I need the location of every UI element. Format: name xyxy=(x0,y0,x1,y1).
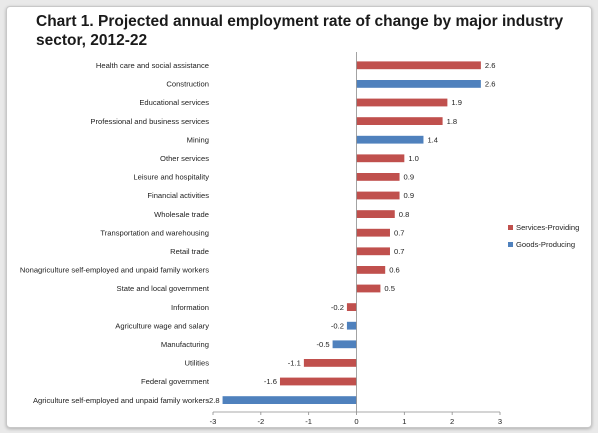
value-label-manufacturing: -0.5 xyxy=(316,340,329,349)
category-label-state-and-local-government: State and local government xyxy=(117,284,210,293)
value-label-professional-and-business-services: 1.8 xyxy=(447,117,458,126)
value-label-utilities: -1.1 xyxy=(288,359,301,368)
value-label-information: -0.2 xyxy=(331,303,344,312)
chart-frame xyxy=(6,6,592,428)
bar-federal-government xyxy=(279,377,357,386)
bar-nonagriculture-self-employed-and-unpaid-family-workers xyxy=(356,266,386,274)
bar-manufacturing xyxy=(332,340,357,349)
x-tick-label-5: 2 xyxy=(450,417,454,426)
bar-transportation-and-warehousing xyxy=(356,228,390,237)
bar-educational-services xyxy=(356,98,448,107)
value-labels-layer: 2.6 2.6 1.9 1.8 1.4 1.0 0.9 0.9 0.8 0.7 0.7 0.6 0.5 -… xyxy=(206,61,495,405)
x-tick-label-2: -1 xyxy=(305,417,312,426)
legend-swatch-services-providing xyxy=(508,225,513,230)
value-label-federal-government: -1.6 xyxy=(264,377,277,386)
value-label-mining: 1.4 xyxy=(427,135,438,144)
category-label-information: Information xyxy=(171,303,209,312)
category-label-agriculture-self-employed-and-unpaid-family-workers: Agriculture self-employed and unpaid fam… xyxy=(33,396,209,405)
bar-utilities xyxy=(303,359,357,367)
x-tick-label-1: -2 xyxy=(257,417,264,426)
value-label-financial-activities: 0.9 xyxy=(404,191,415,200)
legend-label-services-providing: Services-Providing xyxy=(516,223,579,232)
bar-agriculture-self-employed-and-unpaid-family-workers xyxy=(222,396,357,404)
category-label-wholesale-trade: Wholesale trade xyxy=(154,210,209,219)
bar-wholesale-trade xyxy=(356,210,395,218)
value-label-nonagriculture-self-employed-and-unpaid-family-workers: 0.6 xyxy=(389,266,400,275)
legend-swatch-goods-producing xyxy=(508,242,513,247)
x-tick-label-4: 1 xyxy=(402,417,406,426)
value-label-leisure-and-hospitality: 0.9 xyxy=(404,173,415,182)
bar-construction xyxy=(356,80,481,88)
category-label-agriculture-wage-and-salary: Agriculture wage and salary xyxy=(115,321,209,330)
bar-financial-activities xyxy=(356,191,400,200)
bar-agriculture-wage-and-salary xyxy=(346,321,357,330)
value-label-transportation-and-warehousing: 0.7 xyxy=(394,228,405,237)
category-label-educational-services: Educational services xyxy=(139,98,209,107)
value-label-agriculture-wage-and-salary: -0.2 xyxy=(331,321,344,330)
category-labels-layer: Health care and social assistance Constru… xyxy=(20,61,210,405)
bar-leisure-and-hospitality xyxy=(356,173,400,181)
category-label-leisure-and-hospitality: Leisure and hospitality xyxy=(133,173,209,182)
bar-state-and-local-government xyxy=(356,284,381,293)
value-label-wholesale-trade: 0.8 xyxy=(399,210,410,219)
category-label-utilities: Utilities xyxy=(185,359,210,368)
category-label-construction: Construction xyxy=(166,80,209,89)
bar-health-care-and-social-assistance xyxy=(356,61,481,70)
category-label-other-services: Other services xyxy=(160,154,209,163)
category-label-nonagriculture-self-employed-and-unpaid-family-workers: Nonagriculture self-employed and unpaid … xyxy=(20,266,209,275)
category-label-financial-activities: Financial activities xyxy=(147,191,209,200)
x-axis: -3 -2 -1 0 1 2 3 xyxy=(210,52,502,426)
category-label-retail-trade: Retail trade xyxy=(170,247,209,256)
bars-layer xyxy=(222,61,481,404)
value-label-construction: 2.6 xyxy=(485,80,496,89)
category-label-federal-government: Federal government xyxy=(141,377,210,386)
category-label-manufacturing: Manufacturing xyxy=(161,340,209,349)
legend-label-goods-producing: Goods-Producing xyxy=(516,240,575,249)
category-label-health-care-and-social-assistance: Health care and social assistance xyxy=(96,61,209,70)
value-label-retail-trade: 0.7 xyxy=(394,247,405,256)
category-label-professional-and-business-services: Professional and business services xyxy=(90,117,209,126)
x-tick-label-6: 3 xyxy=(498,417,502,426)
value-label-other-services: 1.0 xyxy=(408,154,419,163)
value-label-health-care-and-social-assistance: 2.6 xyxy=(485,61,496,70)
category-label-transportation-and-warehousing: Transportation and warehousing xyxy=(100,228,209,237)
value-label-educational-services: 1.9 xyxy=(451,98,462,107)
category-label-mining: Mining xyxy=(187,135,209,144)
x-tick-label-3: 0 xyxy=(354,417,358,426)
bar-professional-and-business-services xyxy=(356,117,443,125)
bar-information xyxy=(346,303,357,311)
x-tick-label-0: -3 xyxy=(210,417,217,426)
bar-other-services xyxy=(356,154,405,163)
bar-retail-trade xyxy=(356,247,390,256)
value-label-agriculture-self-employed-and-unpaid-family-workers: -2.8 xyxy=(206,396,219,405)
value-label-state-and-local-government: 0.5 xyxy=(384,284,395,293)
chart-title: Chart 1. Projected annual employment rat… xyxy=(36,13,564,49)
bar-mining xyxy=(356,135,424,144)
legend: Services-Providing Goods-Producing xyxy=(508,223,579,249)
